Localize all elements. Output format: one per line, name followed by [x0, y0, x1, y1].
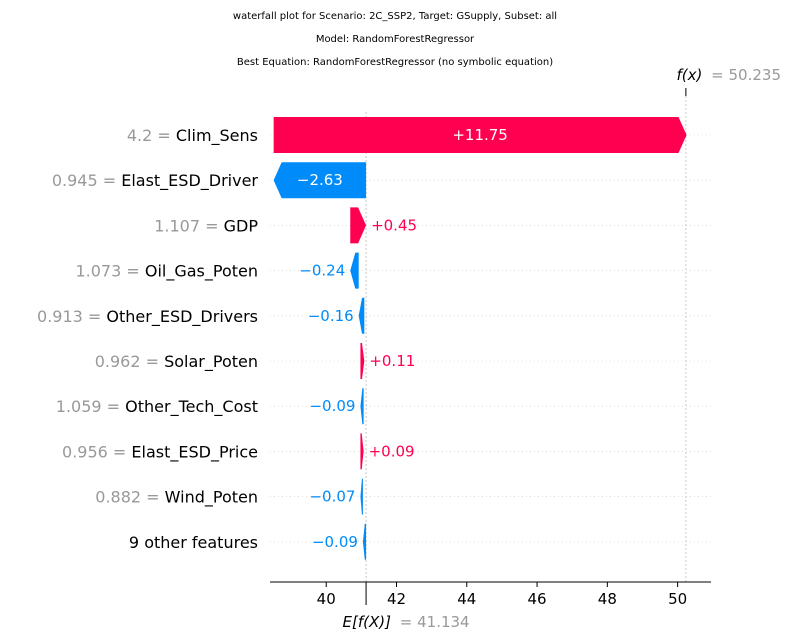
contribution-bars: +11.75 −2.63 +0.45 −0.24 −0.16 +0.11 −0.09 +0.0…: [273, 117, 687, 560]
x-tick-label: 50: [668, 590, 687, 608]
feature-name: Oil_Gas_Poten: [145, 262, 258, 282]
bar-7: [360, 388, 364, 425]
svg-text:f(x) = 50.235: f(x) = 50.235: [677, 66, 781, 84]
reference-lines: [365, 88, 687, 605]
feature-label-4: 1.073 = Oil_Gas_Poten: [75, 262, 258, 282]
feature-label-7: 1.059 = Other_Tech_Cost: [56, 397, 258, 417]
feature-value: 0.945 =: [52, 171, 121, 190]
x-tick-label: 48: [598, 590, 617, 608]
feature-value: 0.962 =: [95, 352, 164, 371]
bar-9: [360, 478, 363, 515]
bar-label-2: −2.63: [297, 171, 343, 189]
feature-name: GDP: [224, 216, 259, 235]
bar-2: [273, 162, 367, 199]
feature-label-6: 0.962 = Solar_Poten: [95, 352, 258, 372]
feature-label-10: 9 other features: [129, 533, 258, 552]
feature-name: 9 other features: [129, 533, 258, 552]
feature-name: Clim_Sens: [176, 126, 258, 146]
base-value-text: = 41.134: [400, 613, 470, 631]
feature-name: Solar_Poten: [164, 352, 258, 372]
bar-5: [358, 297, 365, 334]
x-tick-label: 42: [387, 590, 406, 608]
bar-8: [360, 433, 364, 470]
bar-3: [350, 207, 367, 244]
feature-label-5: 0.913 = Other_ESD_Drivers: [37, 307, 258, 327]
feature-label-2: 0.945 = Elast_ESD_Driver: [52, 171, 259, 191]
bar-label-9: −0.07: [309, 488, 355, 506]
title-line-1: waterfall plot for Scenario: 2C_SSP2, Ta…: [233, 11, 557, 22]
bar-label-6: +0.11: [369, 352, 415, 370]
feature-name: Elast_ESD_Driver: [121, 171, 258, 191]
bar-label-1: +11.75: [452, 126, 508, 144]
feature-value: 0.882 =: [95, 488, 164, 507]
base-value-label: E[f(X)] = 41.134: [343, 613, 470, 631]
bar-10: [362, 523, 367, 560]
feature-value: 1.059 =: [56, 397, 125, 416]
bar-6: [360, 343, 365, 379]
bar-label-3: +0.45: [371, 216, 417, 234]
feature-value: 0.956 =: [62, 442, 131, 461]
feature-name: Other_Tech_Cost: [125, 397, 258, 417]
x-axis: 40 42 44 46 48 50: [270, 581, 711, 608]
x-tick-label: 40: [317, 590, 336, 608]
bar-label-8: +0.09: [369, 442, 415, 460]
base-label: E[f(X)]: [343, 613, 392, 631]
x-tick-label: 46: [528, 590, 547, 608]
bar-1: [273, 117, 687, 153]
output-value-label: f(x) = 50.235: [677, 66, 781, 84]
bar-label-4: −0.24: [299, 262, 345, 280]
feature-name: Other_ESD_Drivers: [106, 307, 258, 327]
feature-label-3: 1.107 = GDP: [154, 216, 258, 235]
feature-name: Elast_ESD_Price: [131, 442, 258, 462]
feature-value: 0.913 =: [37, 307, 106, 326]
feature-value: 1.107 =: [154, 216, 223, 235]
feature-labels: 4.2 = Clim_Sens 0.945 = Elast_ESD_Driver 1…: [37, 126, 258, 552]
bar-label-5: −0.16: [308, 307, 354, 325]
feature-label-1: 4.2 = Clim_Sens: [127, 126, 258, 146]
x-tick-label: 44: [457, 590, 476, 608]
title-line-3: Best Equation: RandomForestRegressor (no…: [237, 57, 553, 68]
bar-label-10: −0.09: [312, 533, 358, 551]
feature-label-9: 0.882 = Wind_Poten: [95, 488, 258, 508]
feature-value: 4.2 =: [127, 126, 176, 145]
feature-value: 1.073 =: [75, 262, 144, 281]
output-label: f(x): [677, 66, 703, 84]
output-value-text: = 50.235: [711, 66, 781, 84]
bar-4: [350, 252, 359, 289]
feature-label-8: 0.956 = Elast_ESD_Price: [62, 442, 258, 462]
title-line-2: Model: RandomForestRegressor: [316, 34, 475, 45]
chart-titles: waterfall plot for Scenario: 2C_SSP2, Ta…: [233, 11, 557, 68]
feature-name: Wind_Poten: [165, 488, 258, 508]
bar-label-7: −0.09: [309, 397, 355, 415]
svg-text:E[f(X)] = 41.134: E[f(X)] = 41.134: [343, 613, 470, 631]
